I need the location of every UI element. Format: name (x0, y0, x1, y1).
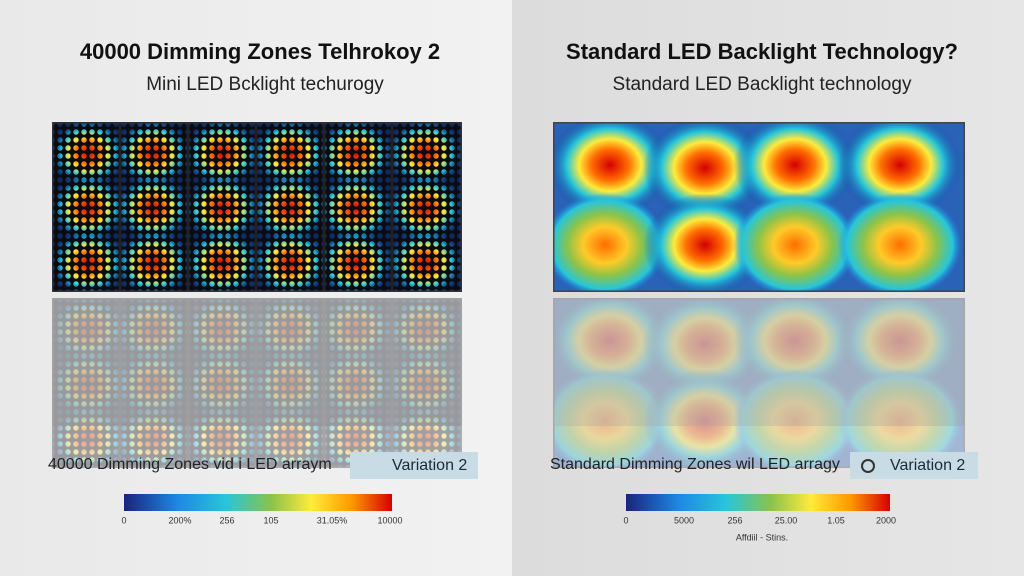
scale-label: 105 (263, 515, 278, 525)
scale-label: 256 (727, 515, 742, 525)
right-variation-button[interactable] (850, 452, 978, 479)
backlight-zone (553, 122, 672, 217)
left-subtitle: Mini LED Bcklight techurogy (146, 74, 384, 95)
right-variation-label: Variation 2 (890, 457, 965, 474)
scale-label: 200% (168, 515, 191, 525)
left-color-scale (124, 494, 392, 511)
backlight-zone (838, 193, 962, 292)
scale-label: 10000 (377, 515, 402, 525)
scale-label: 5000 (674, 515, 694, 525)
left-title: 40000 Dimming Zones Telhrokoy 2 (80, 39, 440, 64)
right-reflection (543, 289, 965, 473)
left-caption: 40000 Dimming Zones vid i LED arraym (48, 456, 332, 473)
scale-label: 0 (121, 515, 126, 525)
scale-label: 256 (219, 515, 234, 525)
right-caption: Standard Dimming Zones wil LED arragy (550, 456, 840, 473)
right-footnote: Affdiil - Stins. (736, 532, 788, 542)
scale-label: 1.05 (827, 515, 845, 525)
scale-label: 0 (623, 515, 628, 525)
right-title: Standard LED Backlight Technology? (566, 39, 958, 64)
right-color-scale (626, 494, 890, 511)
backlight-zone (643, 193, 767, 292)
backlight-zone (553, 193, 667, 292)
left-variation-label: Variation 2 (392, 457, 467, 474)
backlight-zone (643, 122, 767, 220)
right-icon (861, 459, 875, 473)
left-reflection (50, 295, 463, 473)
mini-led-panel (52, 122, 462, 292)
scale-label: 31.05% (317, 515, 348, 525)
left-variation-button[interactable] (350, 452, 478, 479)
backlight-zone (733, 122, 857, 217)
backlight-zone (838, 122, 962, 217)
scale-label: 2000 (876, 515, 896, 525)
right-subtitle: Standard LED Backlight technology (613, 74, 912, 95)
backlight-zone (733, 193, 857, 292)
scale-label: 25.00 (775, 515, 798, 525)
standard-led-panel (553, 122, 965, 292)
